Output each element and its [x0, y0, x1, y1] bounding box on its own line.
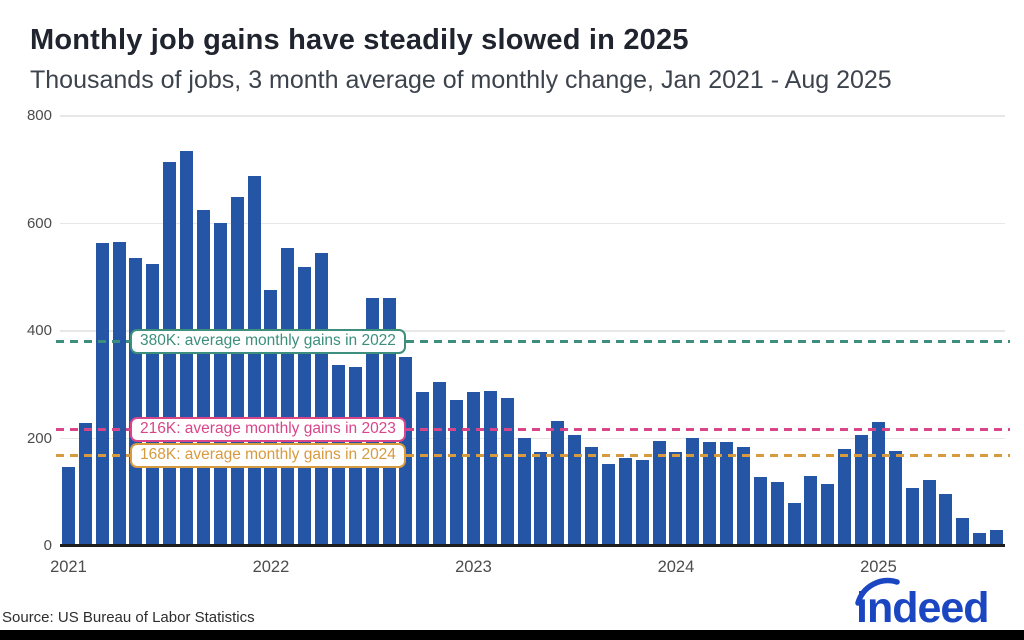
bar [213, 222, 227, 546]
reference-label: 216K: average monthly gains in 2023 [130, 416, 406, 442]
bar [585, 447, 599, 546]
y-tick-label: 200 [26, 429, 52, 447]
x-tick-label: 2023 [455, 558, 492, 576]
bar [618, 457, 632, 546]
chart-subtitle: Thousands of jobs, 3 month average of mo… [30, 66, 892, 94]
bar [298, 266, 312, 546]
bar [466, 392, 480, 546]
bar [129, 257, 143, 546]
bar [450, 399, 464, 546]
bar [956, 518, 970, 546]
bar [871, 422, 885, 546]
bar [483, 390, 497, 546]
bar [652, 440, 666, 546]
bar [247, 176, 261, 546]
bar [433, 381, 447, 546]
bar [61, 467, 75, 546]
bar [500, 398, 514, 546]
reference-line [56, 454, 1011, 458]
bar [973, 532, 987, 546]
gridline [60, 115, 1005, 117]
bar [146, 263, 160, 546]
source-note: Source: US Bureau of Labor Statistics [2, 609, 255, 626]
bar [990, 530, 1004, 546]
reference-label: 380K: average monthly gains in 2022 [130, 328, 406, 354]
x-axis-line [60, 543, 1005, 547]
bar [112, 242, 126, 546]
chart-title: Monthly job gains have steadily slowed i… [30, 24, 689, 56]
gridline [60, 222, 1005, 225]
gridline [60, 330, 1005, 332]
bar [416, 392, 430, 546]
bar [196, 209, 210, 546]
bar-chart-plot-area: 380K: average monthly gains in 2022 216K:… [50, 115, 1011, 576]
y-tick-label: 600 [26, 214, 52, 232]
bar [551, 421, 565, 546]
bar [838, 448, 852, 546]
bar [230, 196, 244, 546]
bar [315, 253, 329, 546]
bar [95, 243, 109, 546]
x-tick-label: 2021 [50, 558, 87, 576]
bar [669, 452, 683, 546]
bar [281, 248, 295, 546]
y-tick-label: 0 [43, 537, 52, 554]
indeed-logo-text: indeed [856, 584, 989, 628]
chart-header: Monthly job gains have steadily slowed i… [30, 24, 1010, 95]
reference-line [56, 428, 1011, 432]
bar [568, 434, 582, 546]
bar [821, 483, 835, 546]
indeed-logo: indeed [850, 576, 1010, 633]
bar [163, 161, 177, 546]
bar [753, 476, 767, 546]
x-tick-label: 2022 [252, 558, 290, 576]
y-tick-label: 400 [26, 322, 52, 339]
y-tick-label: 800 [26, 107, 52, 124]
reference-label: 168K: average monthly gains in 2024 [130, 442, 406, 468]
reference-line [56, 340, 1011, 344]
bar [686, 437, 700, 546]
bar [804, 475, 818, 546]
bar [736, 446, 750, 546]
bar [703, 442, 717, 546]
bar [888, 450, 902, 546]
bar [534, 452, 548, 546]
bar [399, 356, 413, 546]
bar [905, 487, 919, 546]
bar [635, 460, 649, 546]
bar [770, 482, 784, 546]
bar [78, 423, 92, 546]
x-tick-label: 2025 [860, 558, 897, 576]
bar [855, 434, 869, 546]
bar [601, 464, 615, 546]
bar [787, 503, 801, 546]
bar [922, 480, 936, 546]
bar [517, 437, 531, 546]
bar [720, 442, 734, 546]
bar [939, 494, 953, 546]
y-axis: 0 200 400 600 800 [0, 107, 52, 554]
indeed-logo-arc-icon [855, 577, 900, 606]
x-tick-label: 2024 [657, 558, 695, 576]
gridline [60, 437, 1005, 440]
bottom-bar [0, 630, 1024, 640]
